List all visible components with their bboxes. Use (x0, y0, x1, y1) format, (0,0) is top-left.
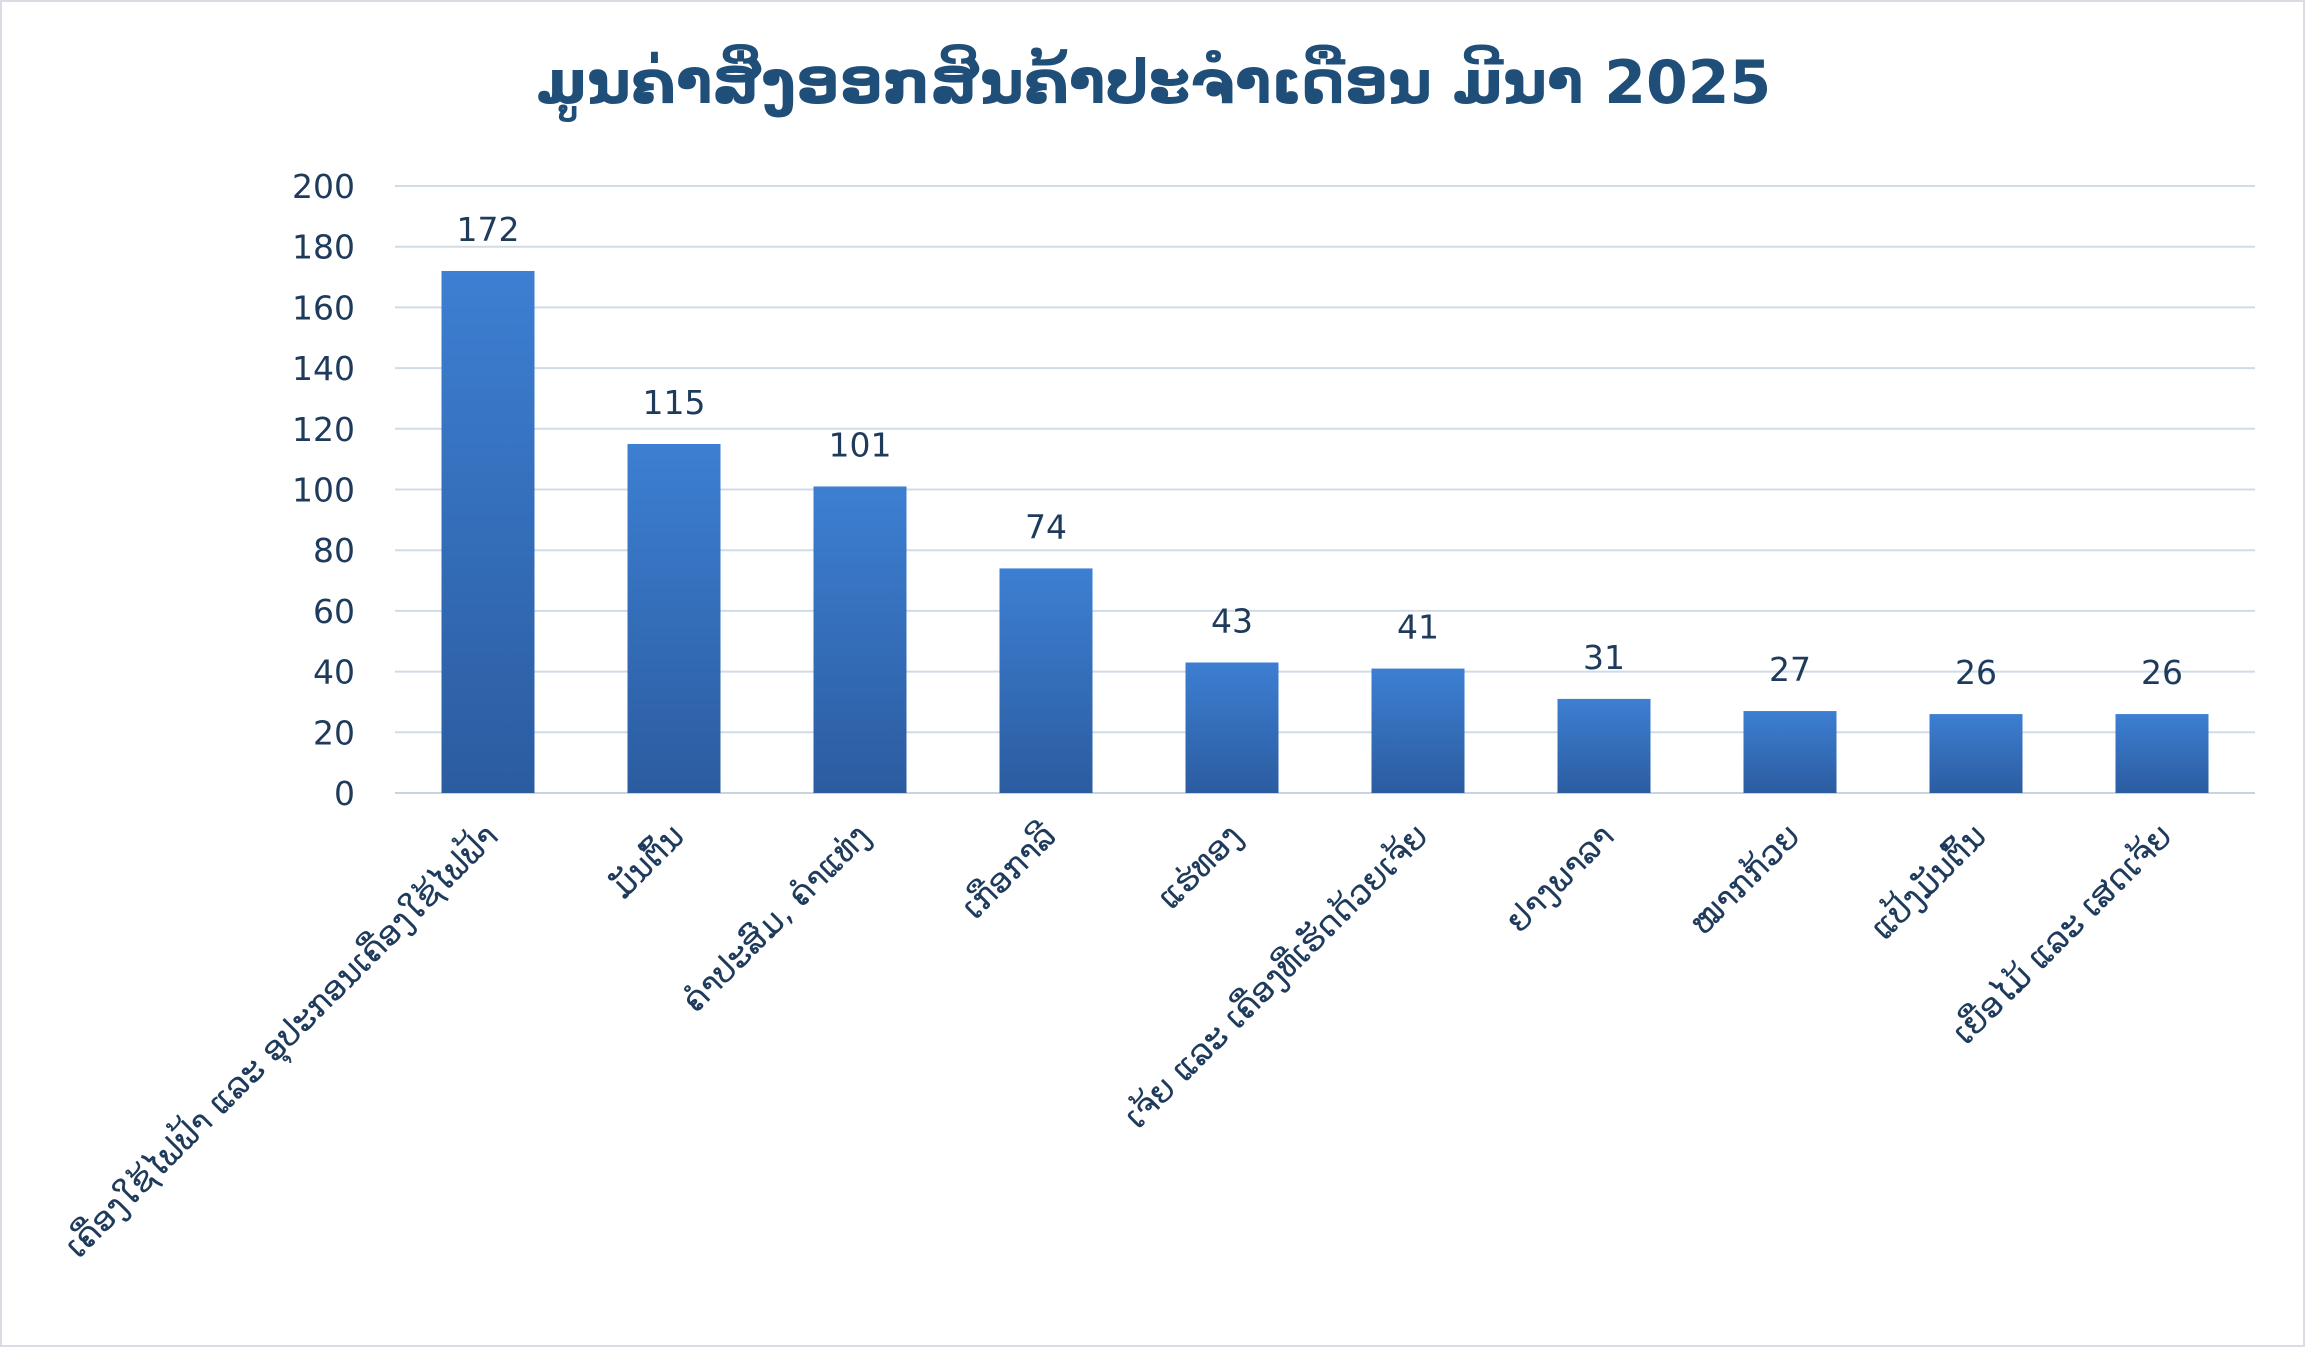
bar (2115, 714, 2209, 793)
category-label: ຢາງພາລາ (1498, 816, 1622, 940)
data-label: 26 (1955, 653, 1997, 692)
bar (441, 270, 535, 794)
y-tick-label: 200 (292, 167, 355, 206)
category-label: ເຈ້ຍ ແລະ ເຄື່ອງທີ່ເຮັດດ້ວຍເຈ້ຍ (1115, 815, 1435, 1135)
bar (813, 486, 907, 793)
bar (1185, 662, 1279, 793)
data-label: 172 (457, 210, 520, 249)
bar (999, 568, 1093, 793)
category-label: ແຮ່ທອງ (1149, 816, 1249, 916)
category-label: ເຄື່ອງໃຊ້ໄຟຟ້າ ແລະ ອຸປະກອນເຄື່ອງໃຊ້ໄຟຟ້າ (54, 813, 508, 1267)
y-tick-label: 140 (292, 349, 355, 388)
category-label: ແປ້ງມັນຕົ້ນ (1860, 814, 1993, 947)
bar (1929, 714, 2023, 793)
data-label: 27 (1769, 650, 1811, 689)
data-label: 41 (1397, 608, 1439, 647)
data-label: 74 (1025, 507, 1067, 546)
y-tick-label: 120 (292, 410, 355, 449)
data-label: 101 (829, 425, 892, 464)
data-label: 26 (2141, 653, 2183, 692)
y-tick-label: 100 (292, 471, 355, 510)
category-label: ຄຳປະສົມ, ຄຳແທ່ງ (674, 816, 878, 1020)
bars (441, 270, 2209, 794)
data-label: 31 (1583, 638, 1625, 677)
bar (1743, 711, 1837, 793)
y-tick-label: 160 (292, 288, 355, 327)
y-axis-ticks: 0 20 40 60 80 100 120 140 160 180 200 (292, 167, 355, 813)
y-tick-label: 80 (313, 531, 355, 570)
category-label: ໝາກກ້ວຍ (1681, 816, 1807, 942)
category-label: ມັນຕົ້ນ (602, 816, 692, 906)
y-tick-label: 180 (292, 228, 355, 267)
data-label: 43 (1211, 601, 1253, 640)
y-tick-label: 40 (313, 653, 355, 692)
y-tick-label: 0 (334, 774, 355, 813)
bar (627, 443, 721, 793)
x-axis-categories: ເຄື່ອງໃຊ້ໄຟຟ້າ ແລະ ອຸປະກອນເຄື່ອງໃຊ້ໄຟຟ້າ… (54, 813, 2180, 1267)
data-label: 115 (643, 383, 706, 422)
y-tick-label: 20 (313, 713, 355, 752)
bar (1371, 668, 1465, 793)
data-labels: 172 115 101 74 43 41 31 27 26 26 (457, 210, 2184, 692)
y-tick-label: 60 (313, 592, 355, 631)
bar (1557, 698, 1651, 793)
chart-title: ມູນຄ່າສິ່ງອອກສິນຄ້າປະຈຳເດືອນ ມີນາ 2025 (537, 44, 1772, 122)
category-label: ເກືອກາລີ (953, 815, 1064, 926)
